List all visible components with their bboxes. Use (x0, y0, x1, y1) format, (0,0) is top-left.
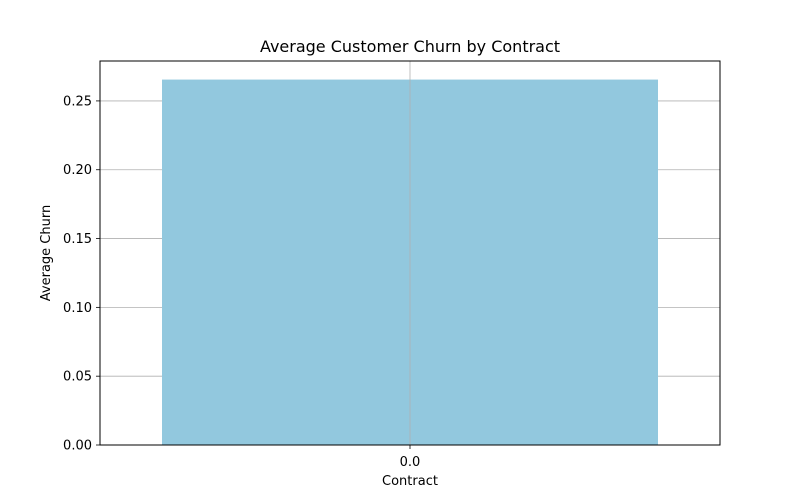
y-tick-label: 0.05 (63, 370, 92, 385)
y-tick-label: 0.25 (63, 94, 92, 109)
y-tick-label: 0.00 (63, 439, 92, 454)
x-axis-label: Contract (382, 474, 438, 489)
y-tick-label: 0.20 (63, 163, 92, 178)
y-axis: 0.00 0.05 0.10 0.15 0.20 0.25 (63, 94, 100, 454)
chart-title: Average Customer Churn by Contract (260, 37, 560, 56)
y-axis-label: Average Churn (39, 205, 54, 301)
y-tick-label: 0.15 (63, 232, 92, 247)
y-tick-label: 0.10 (63, 301, 92, 316)
x-tick-label: 0.0 (400, 455, 421, 470)
x-axis: 0.0 (400, 445, 421, 470)
